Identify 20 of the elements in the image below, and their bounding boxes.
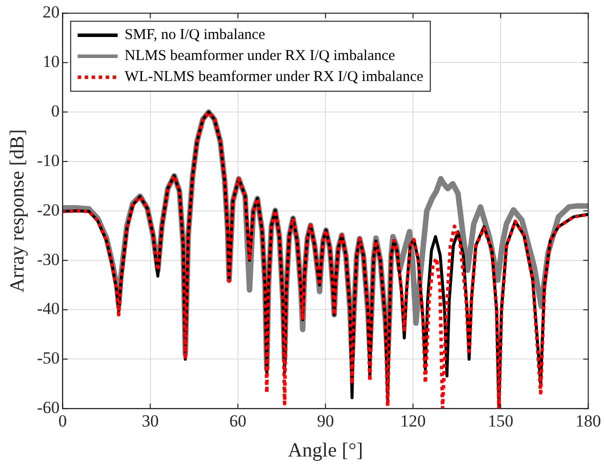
x-tick-label: 150: [488, 411, 514, 430]
legend-label: NLMS beamformer under RX I/Q imbalance: [124, 48, 396, 64]
y-tick-label: -10: [36, 150, 60, 170]
x-tick-label: 120: [400, 411, 426, 430]
y-tick-label: -20: [36, 200, 60, 220]
legend-label: WL-NLMS beamformer under RX I/Q imbalance: [124, 69, 424, 86]
x-tick-label: 90: [316, 411, 334, 430]
y-tick-label: 20: [42, 2, 60, 22]
x-axis-title: Angle [°]: [288, 439, 364, 462]
y-tick-label: -30: [36, 250, 60, 269]
x-tick-label: 60: [229, 411, 246, 430]
x-tick-label: 30: [142, 411, 159, 430]
y-tick-label: -40: [36, 299, 60, 318]
y-tick-label: -60: [36, 398, 60, 418]
y-tick-label: -50: [36, 348, 60, 368]
y-axis-title: Array response [dB]: [6, 129, 28, 293]
x-tick-label: 180: [576, 411, 601, 430]
y-tick-label: 0: [51, 102, 60, 121]
y-tick-label: 10: [42, 52, 60, 72]
legend-label: SMF, no I/Q imbalance: [124, 27, 266, 44]
